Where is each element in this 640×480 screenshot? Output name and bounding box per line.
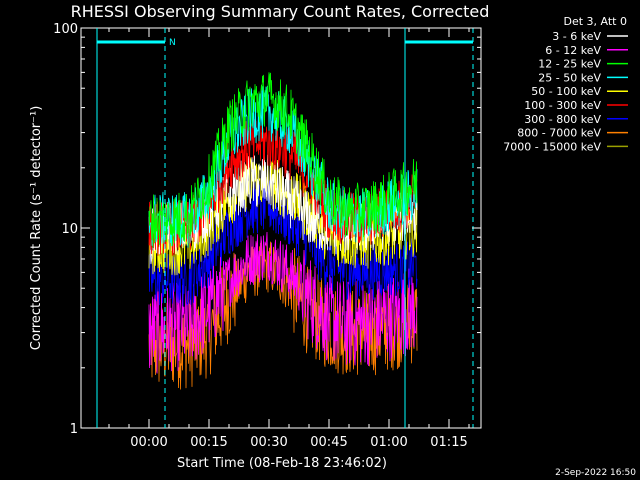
series-trace-2 — [148, 72, 418, 248]
x-tick-label: 01:15 — [430, 435, 467, 450]
x-axis-label: Start Time (08-Feb-18 23:46:02) — [177, 456, 387, 471]
legend-label: 300 - 800 keV — [524, 113, 601, 126]
series-trace-7 — [148, 240, 418, 390]
legend-label: 12 - 25 keV — [538, 58, 601, 71]
series-layer — [148, 72, 418, 390]
chart-title: RHESSI Observing Summary Count Rates, Co… — [71, 2, 490, 21]
y-tick-label: 1 — [70, 422, 78, 437]
x-tick-label: 00:15 — [190, 435, 227, 450]
legend-label: 7000 - 15000 keV — [503, 140, 601, 153]
x-tick-label: 01:00 — [370, 435, 407, 450]
legend-title: Det 3, Att 0 — [564, 15, 628, 28]
y-tick-label: 100 — [53, 22, 78, 37]
legend-label: 25 - 50 keV — [538, 71, 601, 84]
legend-label: 6 - 12 keV — [545, 44, 601, 57]
legend-label: 50 - 100 keV — [531, 85, 601, 98]
date-stamp: 2-Sep-2022 16:50 — [555, 468, 636, 478]
y-tick-label: 10 — [61, 222, 78, 237]
x-tick-label: 00:45 — [310, 435, 347, 450]
legend-label: 3 - 6 keV — [552, 30, 601, 43]
x-tick-label: 00:30 — [250, 435, 287, 450]
night-marker-label: N — [169, 38, 176, 48]
legend-label: 800 - 7000 keV — [517, 127, 601, 140]
y-axis-label: Corrected Count Rate (s⁻¹ detector⁻¹) — [29, 106, 44, 351]
x-tick-label: 00:00 — [130, 435, 167, 450]
series-trace-1 — [148, 231, 418, 374]
axis-layer: 1 10 100 00:00 00:15 00:30 00:45 01:00 01:15 — [53, 22, 481, 450]
legend-label: 100 - 300 keV — [524, 99, 601, 112]
